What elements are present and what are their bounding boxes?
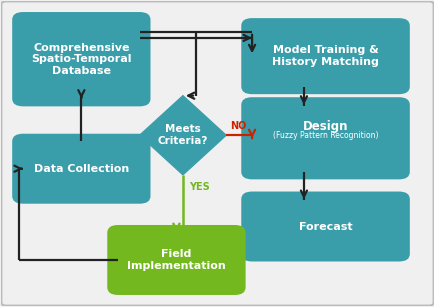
FancyBboxPatch shape: [107, 225, 245, 295]
Text: Field
Implementation: Field Implementation: [127, 249, 225, 271]
Polygon shape: [139, 96, 226, 175]
Text: Model Training &
History Matching: Model Training & History Matching: [272, 45, 378, 67]
FancyBboxPatch shape: [12, 134, 150, 204]
Text: Data Collection: Data Collection: [34, 164, 128, 174]
FancyBboxPatch shape: [241, 97, 409, 179]
FancyBboxPatch shape: [241, 192, 409, 262]
Text: YES: YES: [189, 182, 210, 192]
Text: Comprehensive
Spatio-Temporal
Database: Comprehensive Spatio-Temporal Database: [31, 43, 132, 76]
Text: Forecast: Forecast: [298, 222, 352, 231]
FancyBboxPatch shape: [12, 12, 150, 106]
Text: Meets
Criteria?: Meets Criteria?: [158, 124, 207, 146]
Text: (Fuzzy Pattern Recognition): (Fuzzy Pattern Recognition): [272, 131, 378, 140]
Text: NO: NO: [230, 121, 246, 131]
FancyBboxPatch shape: [241, 18, 409, 94]
Text: Design: Design: [302, 120, 348, 133]
